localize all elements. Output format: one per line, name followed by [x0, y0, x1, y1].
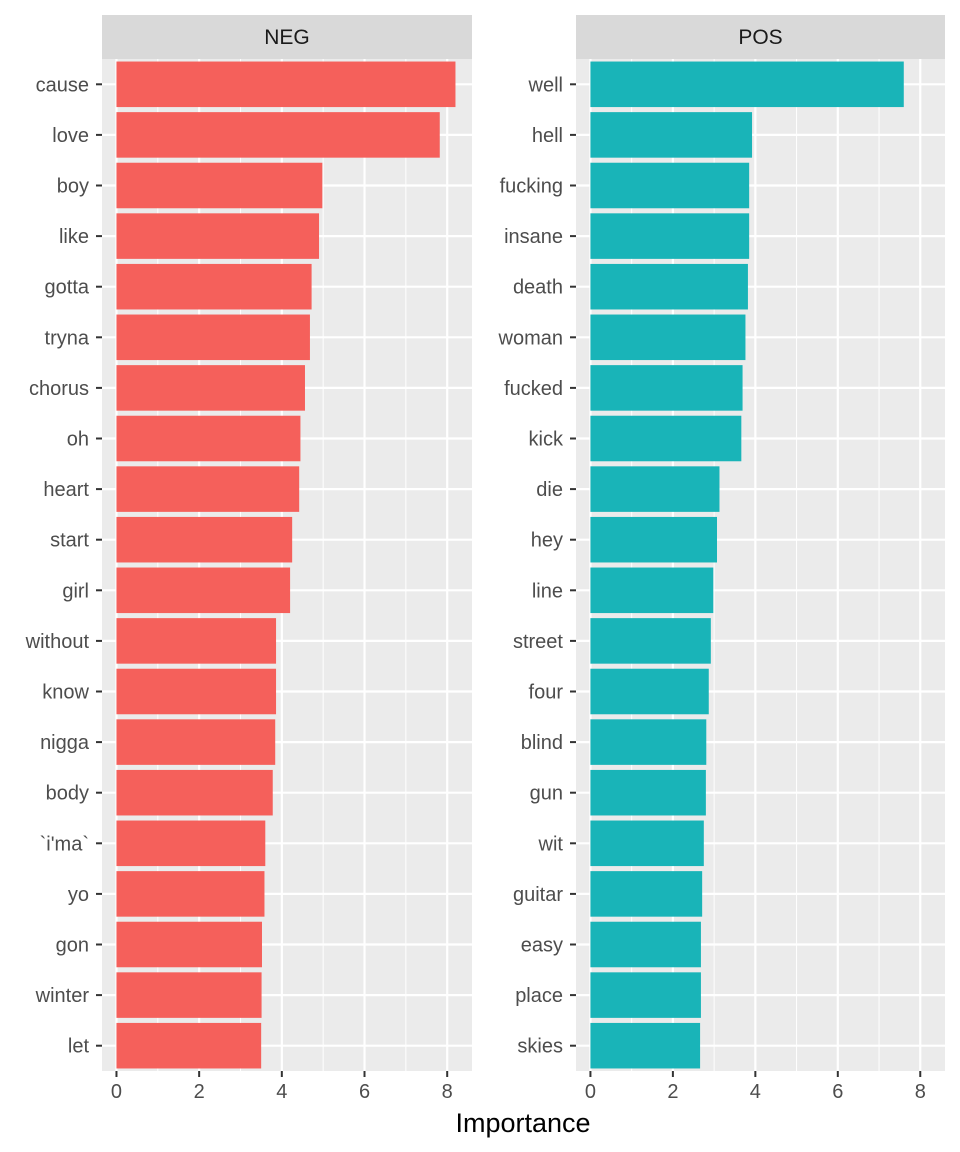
bar-pos-5 — [590, 314, 746, 361]
bar-pos-12 — [590, 668, 709, 715]
bar-neg-3 — [116, 213, 320, 259]
bar-pos-8 — [590, 466, 720, 512]
y-tick-label: let — [68, 1036, 90, 1058]
bar-neg-18 — [116, 972, 262, 1018]
bar-pos-2 — [590, 162, 750, 209]
x-tick-label: 6 — [832, 1081, 843, 1103]
panel-pos: POS well hell fucking insane death woman fucked… — [498, 15, 945, 1103]
bar-pos-6 — [590, 365, 743, 411]
x-tick-label: 8 — [442, 1081, 453, 1103]
strip-background — [576, 15, 945, 59]
bar-pos-9 — [590, 516, 718, 563]
y-tick-label: girl — [62, 580, 89, 602]
bar-pos-16 — [590, 871, 703, 917]
y-tick-label: guitar — [513, 884, 563, 906]
bar-neg-5 — [116, 314, 310, 361]
strip-label: NEG — [264, 26, 310, 49]
y-tick-label: line — [532, 580, 563, 602]
y-tick-label: death — [513, 277, 563, 299]
x-tick-label: 4 — [750, 1081, 761, 1103]
bar-neg-7 — [116, 415, 301, 462]
y-tick-label: fucked — [504, 378, 563, 400]
bar-pos-4 — [590, 263, 748, 310]
y-tick-label: blind — [521, 732, 563, 754]
y-tick-label: cause — [36, 74, 89, 96]
bar-neg-13 — [116, 719, 276, 765]
y-tick-label: heart — [43, 479, 89, 501]
y-tick-label: gotta — [45, 277, 90, 299]
y-tick-label: yo — [68, 884, 89, 906]
bar-pos-3 — [590, 213, 750, 259]
bar-pos-14 — [590, 769, 706, 816]
y-tick-label: love — [52, 125, 89, 147]
bar-pos-10 — [590, 567, 714, 614]
x-tick-label: 0 — [111, 1081, 122, 1103]
bar-neg-10 — [116, 567, 291, 614]
y-tick-label: know — [42, 682, 89, 704]
bar-neg-9 — [116, 516, 293, 563]
y-tick-label: insane — [504, 226, 563, 248]
bar-neg-0 — [116, 61, 456, 108]
bar-pos-0 — [590, 61, 904, 108]
x-tick-label: 2 — [194, 1081, 205, 1103]
bar-neg-14 — [116, 769, 273, 816]
y-tick-label: nigga — [40, 732, 90, 754]
y-tick-label: like — [59, 226, 89, 248]
y-tick-label: skies — [517, 1036, 563, 1058]
bar-pos-15 — [590, 820, 704, 867]
bar-neg-6 — [116, 365, 305, 411]
y-tick-label: easy — [521, 935, 563, 957]
y-tick-label: oh — [67, 429, 89, 451]
bar-pos-7 — [590, 415, 742, 462]
y-tick-label: chorus — [29, 378, 89, 400]
bar-pos-11 — [590, 618, 711, 664]
y-tick-label: fucking — [500, 176, 563, 198]
bar-pos-17 — [590, 921, 701, 968]
panel-neg: NEG cause love boy like gotta tryna chorus oh hea… — [25, 15, 472, 1103]
x-tick-label: 6 — [359, 1081, 370, 1103]
bar-neg-11 — [116, 618, 277, 664]
bar-neg-8 — [116, 466, 300, 512]
y-tick-label: kick — [529, 429, 564, 451]
bar-neg-17 — [116, 921, 262, 968]
y-tick-label: four — [529, 682, 564, 704]
panels-layer: NEG cause love boy like gotta tryna chorus oh hea… — [25, 15, 945, 1103]
y-tick-label: winter — [35, 985, 90, 1007]
bar-pos-19 — [590, 1022, 701, 1069]
x-tick-label: 8 — [915, 1081, 926, 1103]
bar-neg-4 — [116, 263, 312, 310]
y-tick-label: place — [515, 985, 563, 1007]
strip-background — [102, 15, 472, 59]
bar-neg-1 — [116, 112, 440, 158]
y-tick-label: start — [50, 530, 89, 552]
bar-neg-12 — [116, 668, 277, 715]
strip-label: POS — [738, 26, 782, 49]
y-tick-label: wit — [538, 833, 564, 855]
y-tick-label: body — [46, 783, 89, 805]
y-tick-label: without — [25, 631, 90, 653]
y-tick-label: boy — [57, 176, 89, 198]
bar-neg-2 — [116, 162, 323, 209]
y-tick-label: hey — [531, 530, 563, 552]
x-tick-label: 0 — [585, 1081, 596, 1103]
bar-pos-18 — [590, 972, 701, 1018]
y-tick-label: die — [536, 479, 563, 501]
y-tick-label: well — [528, 74, 563, 96]
x-tick-label: 4 — [276, 1081, 287, 1103]
bar-neg-15 — [116, 820, 266, 867]
x-axis-title: Importance — [455, 1108, 590, 1138]
y-tick-label: gon — [56, 935, 89, 957]
y-tick-label: street — [513, 631, 563, 653]
y-tick-label: hell — [532, 125, 563, 147]
bar-neg-16 — [116, 871, 265, 917]
y-tick-label: `i'ma` — [40, 833, 89, 855]
bar-pos-1 — [590, 112, 753, 158]
bar-neg-19 — [116, 1022, 262, 1069]
y-tick-label: gun — [530, 783, 563, 805]
y-tick-label: woman — [498, 327, 563, 349]
y-tick-label: tryna — [45, 327, 90, 349]
bar-pos-13 — [590, 719, 707, 765]
x-tick-label: 2 — [667, 1081, 678, 1103]
